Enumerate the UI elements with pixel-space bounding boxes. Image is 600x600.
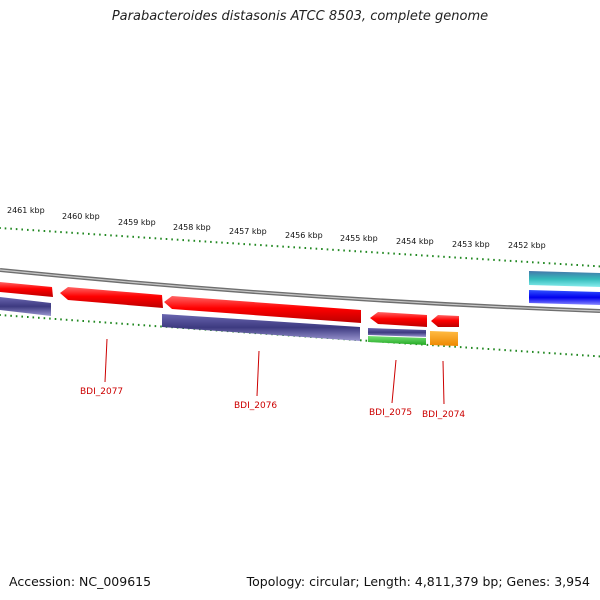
- leader-line-bdi-2076: [256, 350, 260, 397]
- orange-feature-bdi-2074[interactable]: [430, 331, 458, 346]
- cds-feature-bdi-2076[interactable]: [164, 296, 361, 323]
- scale-labels: 2461 kbp 2460 kbp 2459 kbp 2458 kbp 2457…: [7, 206, 546, 250]
- blue-feature-right[interactable]: [529, 290, 600, 305]
- cds-features[interactable]: [0, 282, 459, 327]
- map-title: Parabacteroides distasonis ATCC 8503, co…: [111, 9, 489, 24]
- scale-label-2460: 2460 kbp: [62, 212, 100, 221]
- gene-labels: BDI_2077 BDI_2076 BDI_2075 BDI_2074: [80, 387, 465, 420]
- gene-label-bdi-2074[interactable]: BDI_2074: [422, 410, 465, 420]
- gene-leader-lines: [104, 338, 445, 405]
- scale-label-2457: 2457 kbp: [229, 227, 267, 236]
- outer-scale-ticks: [0, 227, 600, 268]
- scale-label-2456: 2456 kbp: [285, 231, 323, 240]
- cds-feature-left-edge[interactable]: [0, 282, 53, 297]
- cds-feature-bdi-2077[interactable]: [60, 287, 163, 308]
- gene-label-bdi-2077[interactable]: BDI_2077: [80, 387, 123, 397]
- gene-label-bdi-2076[interactable]: BDI_2076: [234, 401, 277, 411]
- scale-label-2455: 2455 kbp: [340, 234, 378, 243]
- teal-feature-right[interactable]: [529, 271, 600, 287]
- scale-label-2459: 2459 kbp: [118, 218, 156, 227]
- scale-label-2454: 2454 kbp: [396, 237, 434, 246]
- protein-features[interactable]: [0, 297, 426, 341]
- leader-line-bdi-2075: [391, 359, 397, 404]
- green-feature-bdi-2075[interactable]: [368, 336, 426, 345]
- scale-label-2452: 2452 kbp: [508, 241, 546, 250]
- scale-label-2453: 2453 kbp: [452, 240, 490, 249]
- protein-track-bdi-2076[interactable]: [162, 314, 360, 341]
- genome-summary-text: Topology: circular; Length: 4,811,379 bp…: [246, 574, 590, 589]
- scale-label-2461: 2461 kbp: [7, 206, 45, 215]
- cds-feature-bdi-2074[interactable]: [431, 315, 459, 327]
- accession-text: Accession: NC_009615: [9, 574, 152, 589]
- protein-track-left[interactable]: [0, 297, 51, 316]
- scale-label-2458: 2458 kbp: [173, 223, 211, 232]
- genome-backbone-highlight: [0, 269, 600, 312]
- leader-line-bdi-2074: [442, 360, 445, 405]
- protein-track-bdi-2075[interactable]: [368, 328, 426, 337]
- leader-line-bdi-2077: [104, 338, 108, 383]
- cds-feature-bdi-2075[interactable]: [370, 312, 427, 327]
- gene-label-bdi-2075[interactable]: BDI_2075: [369, 408, 412, 418]
